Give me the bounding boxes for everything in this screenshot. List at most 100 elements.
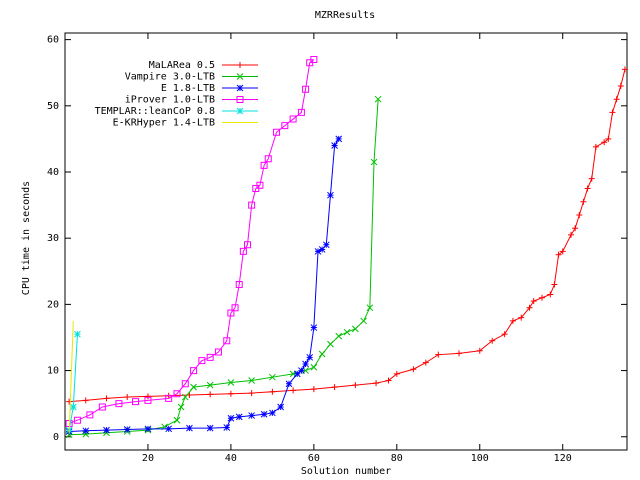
point-marker xyxy=(302,360,309,368)
point-marker xyxy=(435,351,442,358)
x-tick-label: 60 xyxy=(308,453,320,464)
point-marker xyxy=(248,201,256,209)
x-tick-label: 80 xyxy=(391,453,403,464)
point-marker xyxy=(592,143,599,150)
legend-label: E 1.8-LTB xyxy=(161,83,215,94)
point-marker xyxy=(69,403,77,411)
point-marker xyxy=(181,393,189,401)
point-marker xyxy=(124,394,131,401)
y-tick-label: 60 xyxy=(47,35,59,46)
point-marker xyxy=(144,396,152,404)
y-tick-label: 0 xyxy=(53,432,59,443)
point-marker xyxy=(310,363,318,371)
point-marker xyxy=(248,412,255,419)
point-marker xyxy=(306,353,314,361)
point-marker xyxy=(366,304,374,312)
point-marker xyxy=(422,359,429,366)
point-marker xyxy=(214,348,222,356)
point-marker xyxy=(273,128,281,136)
point-marker xyxy=(103,395,110,402)
point-marker xyxy=(144,425,152,433)
point-marker xyxy=(98,403,106,411)
point-marker xyxy=(327,340,334,348)
point-marker xyxy=(370,158,378,166)
point-marker xyxy=(115,400,123,408)
series-line xyxy=(68,334,78,431)
point-marker xyxy=(322,241,330,249)
point-marker xyxy=(206,353,214,361)
point-marker xyxy=(335,332,343,340)
point-marker xyxy=(314,248,322,255)
point-marker xyxy=(227,414,235,422)
point-marker xyxy=(518,314,525,321)
point-marker xyxy=(223,337,231,345)
point-marker xyxy=(281,122,289,130)
point-marker xyxy=(227,390,234,397)
point-marker xyxy=(318,246,326,253)
point-marker xyxy=(318,350,326,358)
legend-label: E-KRHyper 1.4-LTB xyxy=(113,118,215,129)
x-tick-label: 20 xyxy=(142,453,154,464)
legend-marker xyxy=(236,84,244,92)
point-marker xyxy=(538,294,545,301)
point-marker xyxy=(248,390,255,397)
point-marker xyxy=(186,424,193,432)
point-marker xyxy=(206,381,214,389)
point-marker xyxy=(568,231,575,238)
point-marker xyxy=(173,416,181,424)
point-marker xyxy=(352,382,359,389)
point-marker xyxy=(410,366,417,373)
legend-marker xyxy=(236,96,244,103)
point-marker xyxy=(190,383,197,391)
point-marker xyxy=(555,251,562,258)
point-marker xyxy=(572,225,579,232)
point-marker xyxy=(290,387,297,394)
point-marker xyxy=(181,380,189,388)
point-marker xyxy=(351,325,359,333)
y-tick-label: 50 xyxy=(47,101,59,112)
legend-label: Vampire 3.0-LTB xyxy=(125,72,215,83)
legend-marker xyxy=(236,73,244,80)
point-marker xyxy=(235,413,243,421)
point-marker xyxy=(530,298,537,305)
point-marker xyxy=(260,161,268,169)
point-marker xyxy=(73,416,81,424)
point-marker xyxy=(331,384,338,391)
legend-marker xyxy=(236,107,244,115)
point-marker xyxy=(310,386,317,393)
y-tick-label: 30 xyxy=(47,233,59,244)
point-marker xyxy=(235,281,243,289)
point-marker xyxy=(269,373,276,381)
point-marker xyxy=(302,85,310,93)
point-marker xyxy=(165,425,173,433)
point-marker xyxy=(526,304,533,311)
point-marker xyxy=(264,155,272,163)
point-marker xyxy=(374,95,382,103)
point-marker xyxy=(206,424,214,432)
point-marker xyxy=(86,411,94,419)
point-marker xyxy=(285,380,293,388)
point-marker xyxy=(621,66,628,73)
point-marker xyxy=(327,191,334,199)
point-marker xyxy=(501,331,508,338)
point-marker xyxy=(277,403,285,411)
point-marker xyxy=(297,108,305,116)
point-marker xyxy=(82,427,90,435)
y-tick-label: 20 xyxy=(47,299,59,310)
point-marker xyxy=(373,380,380,387)
legend-label: iProver 1.0-LTB xyxy=(125,95,215,106)
point-marker xyxy=(393,370,400,377)
point-marker xyxy=(609,109,616,116)
point-marker xyxy=(269,388,276,395)
point-marker xyxy=(588,175,595,182)
point-marker xyxy=(310,55,318,63)
x-tick-label: 40 xyxy=(225,453,237,464)
y-axis-label: CPU time in seconds xyxy=(21,181,32,295)
x-axis-label: Solution number xyxy=(301,466,391,477)
point-marker xyxy=(489,337,496,344)
point-marker xyxy=(617,82,624,89)
point-marker xyxy=(82,397,89,404)
point-marker xyxy=(198,357,206,365)
point-marker xyxy=(559,248,566,255)
